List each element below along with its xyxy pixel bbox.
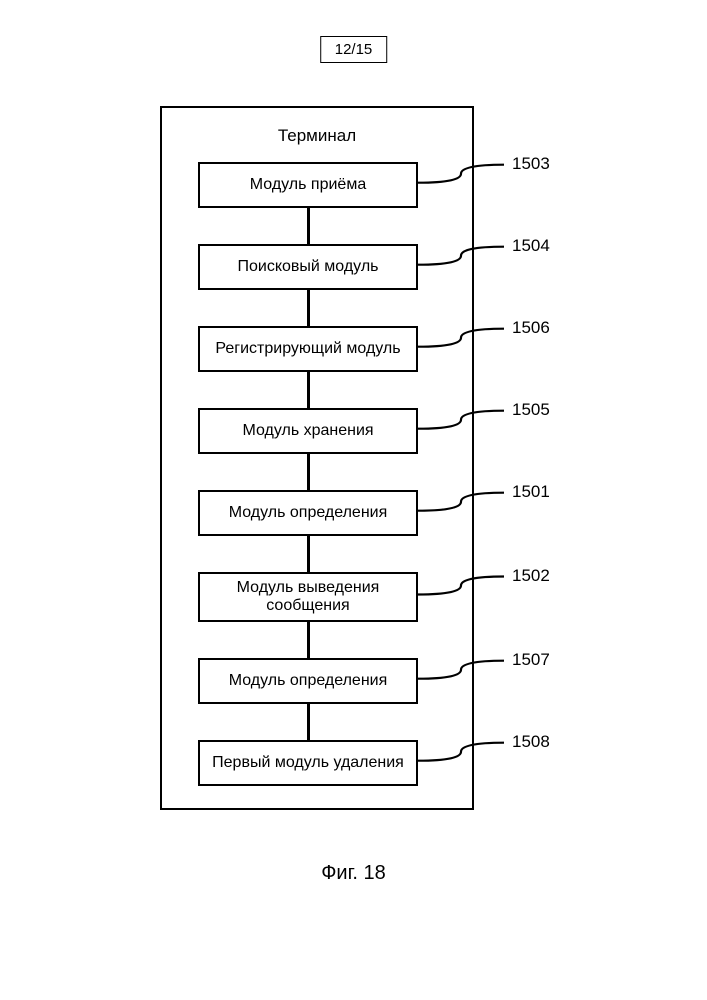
module-1504: Поисковый модуль <box>198 244 418 290</box>
module-1507: Модуль определения <box>198 658 418 704</box>
terminal-frame: Терминал <box>160 106 474 810</box>
module-1508: Первый модуль удаления <box>198 740 418 786</box>
figure-caption: Фиг. 18 <box>321 862 386 885</box>
connector-m1501-m1502 <box>307 536 310 572</box>
ref-label-1501: 1501 <box>512 482 550 502</box>
ref-label-1507: 1507 <box>512 650 550 670</box>
connector-m1507-m1508 <box>307 704 310 740</box>
page-number-box: 12/15 <box>320 36 388 63</box>
connector-m1503-m1504 <box>307 208 310 244</box>
module-1501: Модуль определения <box>198 490 418 536</box>
ref-label-1502: 1502 <box>512 566 550 586</box>
page-number: 12/15 <box>335 41 373 58</box>
connector-m1506-m1505 <box>307 372 310 408</box>
ref-label-1504: 1504 <box>512 236 550 256</box>
module-1505: Модуль хранения <box>198 408 418 454</box>
connector-m1504-m1506 <box>307 290 310 326</box>
ref-label-1506: 1506 <box>512 318 550 338</box>
module-1502: Модуль выведениясообщения <box>198 572 418 622</box>
ref-label-1508: 1508 <box>512 732 550 752</box>
ref-label-1505: 1505 <box>512 400 550 420</box>
terminal-title: Терминал <box>162 126 472 146</box>
module-1503: Модуль приёма <box>198 162 418 208</box>
connector-m1502-m1507 <box>307 622 310 658</box>
page: 12/15 Терминал Модуль приёма 1503 Поисковы… <box>0 0 707 1000</box>
ref-label-1503: 1503 <box>512 154 550 174</box>
connector-m1505-m1501 <box>307 454 310 490</box>
module-1506: Регистрирующий модуль <box>198 326 418 372</box>
